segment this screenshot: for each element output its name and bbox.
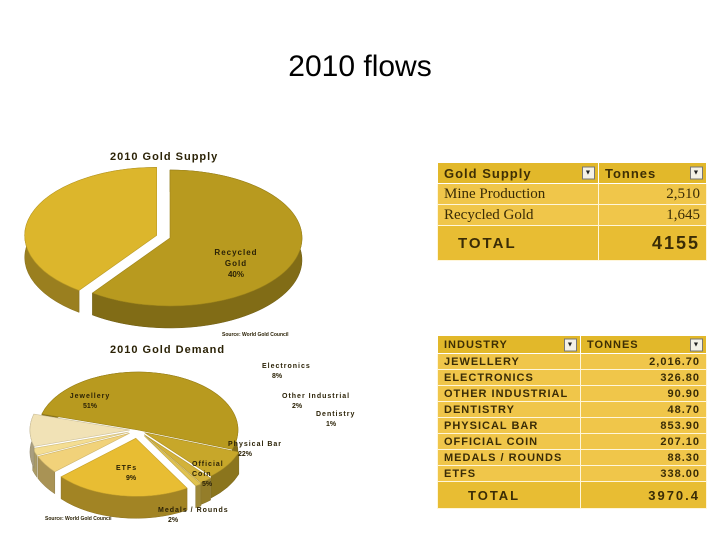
slice-label: Other Industrial xyxy=(282,393,350,400)
total-label: Total xyxy=(437,225,599,261)
slice-label: Coin xyxy=(192,471,212,478)
dropdown-arrow-icon[interactable]: ▼ xyxy=(690,166,703,180)
table-row: Medals / Rounds 88.30 xyxy=(437,449,707,466)
total-value: 3970.4 xyxy=(580,481,707,509)
row-name: Jewellery xyxy=(437,353,581,370)
chart-title: 2010 Gold Supply xyxy=(110,151,218,163)
demand-table-header: Industry ▼ Tonnes ▼ xyxy=(437,335,707,354)
slice-label: Medals / Rounds xyxy=(158,507,229,514)
total-label: Total xyxy=(437,481,581,509)
row-value: 2,016.70 xyxy=(580,353,707,370)
slice-label: Electronics xyxy=(262,363,311,370)
row-name: Dentistry xyxy=(437,401,581,418)
pie-slice xyxy=(91,169,303,307)
table-row: Jewellery 2,016.70 xyxy=(437,353,707,370)
slice-percent: 8% xyxy=(272,373,283,380)
table-row: Other Industrial 90.90 xyxy=(437,385,707,402)
supply-table-header: Gold Supply ▼ Tonnes ▼ xyxy=(437,162,707,184)
row-name: Official Coin xyxy=(437,433,581,450)
chart-source: Source: World Gold Council xyxy=(45,516,112,522)
slide-title: 2010 flows xyxy=(288,50,432,83)
row-name: Other Industrial xyxy=(437,385,581,402)
row-name: Electronics xyxy=(437,369,581,386)
slice-percent: 2% xyxy=(168,517,179,524)
slice-label: Jewellery xyxy=(70,393,111,400)
pie-slice xyxy=(60,437,188,497)
slice-label: Official xyxy=(192,461,224,468)
pie-slice xyxy=(144,432,240,477)
table-row: ETFs 338.00 xyxy=(437,465,707,482)
supply-table: Gold Supply ▼ Tonnes ▼ Mine Production 2… xyxy=(437,162,707,261)
demand-col-name-label: Industry xyxy=(444,338,508,351)
table-row: Physical Bar 853.90 xyxy=(437,417,707,434)
slice-label: ETFs xyxy=(116,465,137,472)
pie-slice xyxy=(144,435,202,487)
row-value: 853.90 xyxy=(580,417,707,434)
table-row: Official Coin 207.10 xyxy=(437,433,707,450)
table-row: Electronics 326.80 xyxy=(437,369,707,386)
row-value: 326.80 xyxy=(580,369,707,386)
row-value: 338.00 xyxy=(580,465,707,482)
chart-title: 2010 Gold Demand xyxy=(110,344,225,356)
row-value: 88.30 xyxy=(580,449,707,466)
supply-col-value-label: Tonnes xyxy=(605,165,657,181)
demand-table-col-name[interactable]: Industry ▼ xyxy=(437,335,581,354)
pie-slice xyxy=(41,371,239,450)
supply-table-col-name[interactable]: Gold Supply ▼ xyxy=(437,162,599,184)
dropdown-arrow-icon[interactable]: ▼ xyxy=(690,338,703,351)
row-name: Recycled Gold xyxy=(437,204,599,226)
row-name: Medals / Rounds xyxy=(437,449,581,466)
row-value: 1,645 xyxy=(598,204,707,226)
slice-percent: 5% xyxy=(202,481,213,488)
slice-label: Physical Bar xyxy=(228,441,282,448)
row-value: 48.70 xyxy=(580,401,707,418)
row-name: Physical Bar xyxy=(437,417,581,434)
supply-table-col-value[interactable]: Tonnes ▼ xyxy=(598,162,707,184)
demand-col-value-label: Tonnes xyxy=(587,338,639,351)
slice-percent: 22% xyxy=(238,451,253,458)
pie-slice xyxy=(24,167,157,291)
total-row: Total 3970.4 xyxy=(437,481,707,509)
row-value: 2,510 xyxy=(598,183,707,205)
slice-label: Recycled xyxy=(214,248,257,257)
total-row: Total 4155 xyxy=(437,225,707,261)
demand-table: Industry ▼ Tonnes ▼ Jewellery 2,016.70 Ele… xyxy=(437,335,707,509)
pie-slice xyxy=(29,413,131,447)
slice-percent: 1% xyxy=(326,421,337,428)
slice-label: Gold xyxy=(225,259,247,268)
table-row: Recycled Gold 1,645 xyxy=(437,204,707,226)
row-value: 90.90 xyxy=(580,385,707,402)
pie-slice xyxy=(37,432,130,473)
slice-percent: 51% xyxy=(83,403,98,410)
chart-source: Source: World Gold Council xyxy=(222,332,289,338)
table-row: Mine Production 2,510 xyxy=(437,183,707,205)
demand-table-col-value[interactable]: Tonnes ▼ xyxy=(580,335,707,354)
row-value: 207.10 xyxy=(580,433,707,450)
total-value: 4155 xyxy=(598,225,707,261)
table-row: Dentistry 48.70 xyxy=(437,401,707,418)
slice-percent: 9% xyxy=(126,475,137,482)
supply-col-name-label: Gold Supply xyxy=(444,165,532,181)
slice-percent: 40% xyxy=(228,270,244,279)
dropdown-arrow-icon[interactable]: ▼ xyxy=(564,338,577,351)
pie-slice xyxy=(143,434,212,483)
row-name: Mine Production xyxy=(437,183,599,205)
slice-label: Dentistry xyxy=(316,411,355,418)
dropdown-arrow-icon[interactable]: ▼ xyxy=(582,166,595,180)
row-name: ETFs xyxy=(437,465,581,482)
slice-percent: 2% xyxy=(292,403,303,410)
pie-slice-side xyxy=(195,483,202,509)
